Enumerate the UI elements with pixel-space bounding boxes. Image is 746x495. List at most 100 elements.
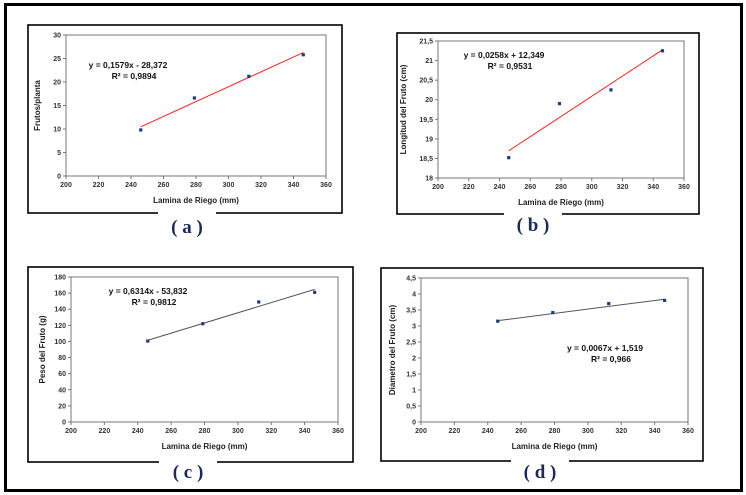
data-point xyxy=(551,310,555,315)
trend-equation: y = 0,1579x - 28,372 xyxy=(89,60,168,70)
plot-area xyxy=(420,277,689,423)
data-point xyxy=(496,319,500,323)
x-tick-label: 340 xyxy=(288,182,300,189)
y-tick-label: 25 xyxy=(53,56,61,63)
x-axis-title: Lamina de Riego (mm) xyxy=(518,198,604,207)
y-tick-label: 60 xyxy=(58,371,66,378)
x-tick-label: 280 xyxy=(199,428,211,435)
data-point xyxy=(557,102,562,106)
x-tick-label: 260 xyxy=(158,182,170,189)
x-tick-label: 340 xyxy=(647,184,659,191)
y-tick-label: 4,5 xyxy=(406,276,416,283)
plot-area xyxy=(65,34,327,177)
x-tick-label: 280 xyxy=(190,182,202,189)
panel-label-gap xyxy=(159,460,217,480)
y-tick-label: 21 xyxy=(425,58,433,65)
x-tick-label: 360 xyxy=(678,184,690,191)
y-tick-label: 30 xyxy=(53,33,61,40)
x-tick-label: 360 xyxy=(320,182,332,189)
y-tick-label: 4 xyxy=(412,292,416,299)
panel-label-gap xyxy=(158,211,216,231)
y-tick-label: 19 xyxy=(425,136,433,143)
x-axis-title: Lamina de Riego (mm) xyxy=(153,196,239,205)
r-squared: R² = 0,9531 xyxy=(488,61,533,71)
y-tick-label: 120 xyxy=(54,323,66,330)
trendline xyxy=(508,49,663,152)
y-tick-label: 3 xyxy=(412,324,416,331)
plot-area xyxy=(70,276,339,423)
y-tick-label: 0 xyxy=(412,420,416,427)
x-tick-label: 300 xyxy=(223,182,235,189)
x-tick-label: 240 xyxy=(494,184,506,191)
panel-label: ( d ) xyxy=(524,462,557,483)
y-tick-label: 20 xyxy=(53,80,61,87)
y-tick-label: 19,5 xyxy=(419,117,433,124)
data-point xyxy=(146,339,150,343)
y-tick-label: 15 xyxy=(53,103,61,110)
x-tick-label: 220 xyxy=(99,428,111,435)
x-tick-label: 320 xyxy=(615,428,627,435)
y-tick-label: 0 xyxy=(57,174,61,181)
y-tick-label: 20 xyxy=(58,403,66,410)
x-tick-label: 360 xyxy=(332,428,344,435)
x-tick-label: 300 xyxy=(232,428,244,435)
data-point xyxy=(660,49,665,53)
y-tick-label: 160 xyxy=(54,291,66,298)
y-tick-label: 18 xyxy=(425,176,433,183)
data-point xyxy=(192,96,196,100)
y-axis-title: Diametro del Fruto (cm) xyxy=(388,305,397,396)
x-tick-label: 300 xyxy=(586,184,598,191)
data-point xyxy=(609,88,613,92)
x-axis-title: Lamina de Riego (mm) xyxy=(512,442,598,451)
trend-equation: y = 0,0258x + 12,349 xyxy=(464,50,545,60)
x-tick-label: 300 xyxy=(582,428,594,435)
panel-label-gap xyxy=(504,212,562,232)
x-tick-label: 240 xyxy=(482,428,494,435)
x-tick-label: 200 xyxy=(60,182,72,189)
chart-d: 200 220 240 260 280 300 320 340 360 0 0,5 1 1,5 2 2,5 3… xyxy=(380,267,704,483)
x-axis-title: Lamina de Riego (mm) xyxy=(162,442,248,451)
x-tick-label: 320 xyxy=(265,428,277,435)
x-tick-label: 340 xyxy=(299,428,311,435)
data-point xyxy=(507,156,511,160)
trendline xyxy=(147,288,315,341)
data-point xyxy=(247,74,251,78)
x-tick-label: 320 xyxy=(255,182,267,189)
x-tick-label: 280 xyxy=(549,428,561,435)
y-tick-label: 0 xyxy=(62,420,66,427)
y-tick-label: 2,5 xyxy=(406,340,416,347)
x-tick-label: 240 xyxy=(125,182,137,189)
x-tick-label: 260 xyxy=(165,428,177,435)
y-tick-label: 5 xyxy=(57,150,61,157)
x-tick-label: 360 xyxy=(682,428,694,435)
x-tick-label: 320 xyxy=(617,184,629,191)
trend-equation: y = 0,6314x - 53,832 xyxy=(109,286,188,296)
data-point xyxy=(607,302,611,306)
y-tick-label: 180 xyxy=(54,275,66,282)
r-squared: R² = 0,9812 xyxy=(132,297,177,307)
y-tick-label: 18,5 xyxy=(419,156,433,163)
x-tick-label: 280 xyxy=(555,184,567,191)
y-tick-label: 3,5 xyxy=(406,308,416,315)
chart-a: 200 220 240 260 280 300 320 340 360 0 5 10 15 20 25 30 L… xyxy=(27,24,343,238)
data-point xyxy=(257,300,261,304)
y-tick-label: 140 xyxy=(54,307,66,314)
x-tick-label: 260 xyxy=(515,428,527,435)
y-tick-label: 21,5 xyxy=(419,39,433,46)
chart-b: 200 220 240 260 280 300 320 340 360 18 18,5 19 19,5 2… xyxy=(396,32,700,236)
trendline xyxy=(497,298,665,322)
trendline xyxy=(140,52,304,128)
y-axis-title: Peso del Fruto (g) xyxy=(38,315,47,383)
x-tick-label: 220 xyxy=(449,428,461,435)
data-point xyxy=(663,298,667,302)
x-tick-label: 240 xyxy=(132,428,144,435)
data-point xyxy=(201,322,205,326)
y-tick-label: 2 xyxy=(412,356,416,363)
x-tick-label: 260 xyxy=(524,184,536,191)
x-tick-label: 340 xyxy=(649,428,661,435)
y-tick-label: 1,5 xyxy=(406,372,416,379)
y-tick-label: 20 xyxy=(425,97,433,104)
x-tick-label: 220 xyxy=(93,182,105,189)
y-axis-title: Frutos/planta xyxy=(33,80,42,131)
